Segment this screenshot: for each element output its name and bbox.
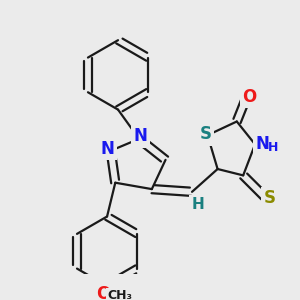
Text: N: N (100, 140, 114, 158)
Text: N: N (255, 135, 269, 153)
Text: H: H (268, 141, 278, 154)
Text: O: O (242, 88, 257, 106)
Text: CH₃: CH₃ (107, 290, 132, 300)
Text: S: S (264, 189, 276, 207)
Text: S: S (200, 125, 212, 143)
Text: N: N (134, 127, 148, 145)
Text: O: O (96, 285, 110, 300)
Text: H: H (191, 197, 204, 212)
